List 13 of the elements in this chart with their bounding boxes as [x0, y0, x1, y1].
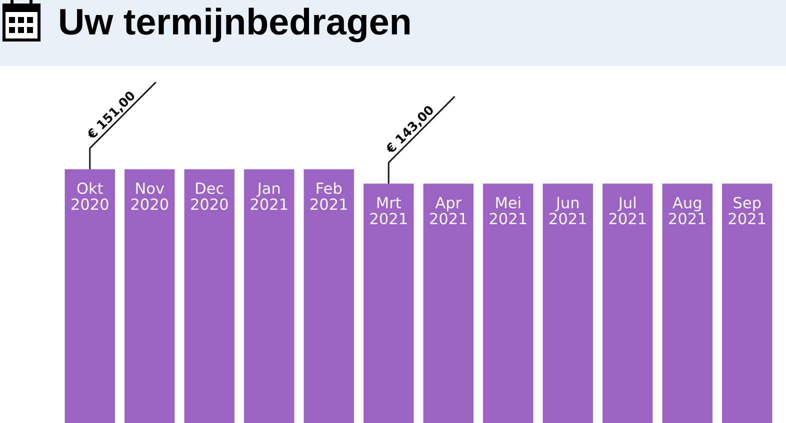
x-tick-label: Sep 2021: [728, 196, 766, 224]
x-tick-label: Jan 2021: [250, 182, 288, 210]
x-tick-label: Apr 2021: [430, 197, 466, 224]
chart-title: Uw termijnbedragen: [60, 8, 410, 42]
x-tick-label: Dec 2020: [191, 182, 228, 210]
x-tick-label: Jul 2021: [609, 196, 646, 224]
x-tick-label: Feb 2021: [310, 182, 347, 210]
x-tick-label: Mei 2021: [490, 196, 526, 224]
x-tick-label: Mrt 2021: [370, 197, 407, 224]
x-tick-label: Nov 2020: [131, 182, 168, 210]
x-tick-label: Aug 2021: [669, 197, 706, 224]
x-tick-label: Jun 2021: [550, 197, 586, 224]
x-tick-label: Okt 2020: [72, 182, 108, 210]
